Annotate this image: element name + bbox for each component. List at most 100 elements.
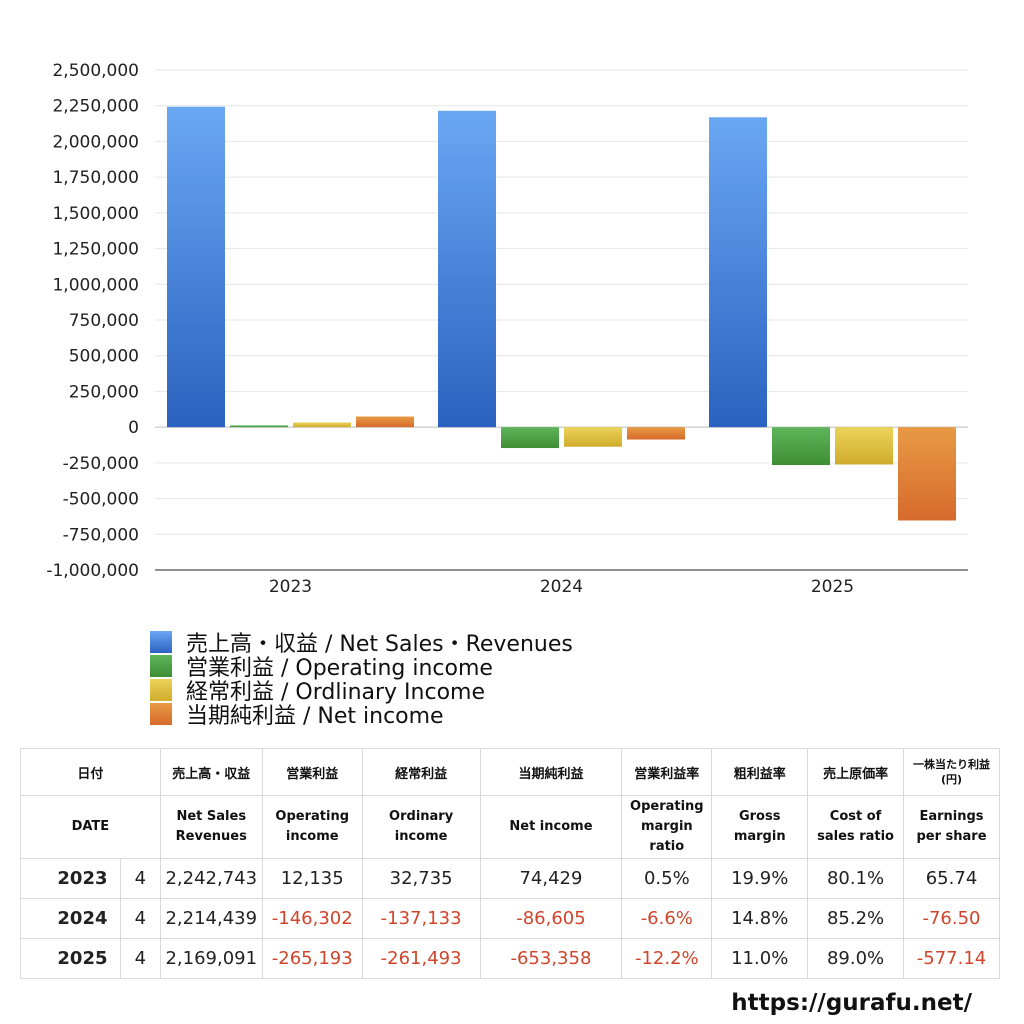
legend-item-ordinary: 経常利益 / Ordlinary Income bbox=[150, 678, 573, 705]
site-url[interactable]: https://gurafu.net/ bbox=[731, 990, 972, 1016]
cell-ord: 32,735 bbox=[361, 858, 481, 899]
header-cost-en-1: Cost of bbox=[829, 809, 882, 824]
legend-item-sales: 売上高・収益 / Net Sales・Revenues bbox=[150, 630, 573, 657]
y-tick-label: -1,000,000 bbox=[46, 561, 139, 581]
header-op-en-1: Operating bbox=[275, 809, 350, 824]
header-opm-en-3: ratio bbox=[649, 839, 685, 854]
y-tick-label: 2,250,000 bbox=[52, 97, 139, 117]
header-cost-en: Cost of sales ratio bbox=[807, 795, 904, 859]
cell-gm: 14.8% bbox=[711, 898, 809, 939]
header-net-en: Net income bbox=[479, 795, 623, 859]
cell-eps: -76.50 bbox=[903, 898, 1000, 939]
header-ord-en: Ordinary income bbox=[361, 795, 481, 859]
header-opm-en: Operating margin ratio bbox=[621, 795, 713, 859]
y-tick-label: 2,500,000 bbox=[52, 61, 139, 81]
x-tick-label: 2023 bbox=[269, 577, 312, 597]
financial-table: 日付 売上高・収益 営業利益 経常利益 当期純利益 営業利益率 粗利益率 売上原… bbox=[20, 748, 1000, 979]
cell-op: 12,135 bbox=[261, 858, 363, 899]
x-tick-label: 2024 bbox=[540, 577, 583, 597]
header-eps-jp-line1: 一株当たり利益 bbox=[913, 758, 990, 771]
legend-item-operating: 営業利益 / Operating income bbox=[150, 654, 573, 681]
header-gm-en-2: margin bbox=[733, 829, 786, 844]
cell-gm: 11.0% bbox=[711, 938, 809, 979]
header-eps-jp: 一株当たり利益 (円) bbox=[903, 748, 1000, 796]
bars bbox=[167, 106, 956, 521]
cell-op: -146,302 bbox=[261, 898, 363, 939]
legend-label: 売上高・収益 / Net Sales・Revenues bbox=[186, 632, 573, 657]
header-op-en: Operating income bbox=[261, 795, 363, 859]
cell-op: -265,193 bbox=[261, 938, 363, 979]
cell-net: -86,605 bbox=[479, 898, 623, 939]
header-gm-jp: 粗利益率 bbox=[711, 748, 809, 796]
header-ord-en-2: income bbox=[394, 829, 448, 844]
y-tick-label: 2,000,000 bbox=[52, 132, 139, 152]
header-opm-jp: 営業利益率 bbox=[621, 748, 713, 796]
cell-year: 2023 bbox=[20, 858, 121, 899]
cell-eps: 65.74 bbox=[903, 858, 1000, 899]
header-sales-en: Net Sales Revenues bbox=[159, 795, 263, 859]
header-eps-jp-line2: (円) bbox=[940, 773, 963, 786]
header-cost-en-2: sales ratio bbox=[817, 829, 894, 844]
y-tick-label: -250,000 bbox=[63, 454, 139, 474]
legend-label: 営業利益 / Operating income bbox=[186, 656, 493, 681]
header-eps-en: Earnings per share bbox=[903, 795, 1000, 859]
x-tick-label: 2025 bbox=[811, 577, 854, 597]
header-op-en-2: income bbox=[285, 829, 339, 844]
cell-ord: -137,133 bbox=[361, 898, 481, 939]
legend-label: 当期純利益 / Net income bbox=[186, 704, 444, 729]
y-tick-label: 250,000 bbox=[69, 382, 139, 402]
header-net-jp: 当期純利益 bbox=[479, 748, 623, 796]
cell-sales: 2,214,439 bbox=[159, 898, 263, 939]
header-gm-en-1: Gross bbox=[738, 809, 781, 824]
cell-net: 74,429 bbox=[479, 858, 623, 899]
y-tick-label: -500,000 bbox=[63, 490, 139, 510]
header-ord-en-1: Ordinary bbox=[389, 809, 454, 824]
bar bbox=[167, 106, 225, 428]
y-tick-label: -750,000 bbox=[63, 525, 139, 545]
cell-ord: -261,493 bbox=[361, 938, 481, 979]
cell-month: 4 bbox=[119, 898, 161, 939]
bar bbox=[772, 427, 830, 466]
bar bbox=[293, 422, 351, 428]
header-sales-en-1: Net Sales bbox=[176, 809, 247, 824]
header-date-jp: 日付 bbox=[20, 748, 161, 796]
legend-swatch-operating bbox=[150, 655, 172, 677]
legend-swatch-net bbox=[150, 703, 172, 725]
legend-label: 経常利益 / Ordlinary Income bbox=[186, 680, 485, 705]
table-header-en: DATE Net Sales Revenues Operating income O… bbox=[20, 795, 1000, 859]
bar bbox=[438, 110, 496, 428]
gridlines bbox=[155, 69, 968, 571]
header-ord-jp: 経常利益 bbox=[361, 748, 481, 796]
bar-chart: 2,500,000 2,250,000 2,000,000 1,750,000 1,50… bbox=[46, 61, 968, 597]
bar bbox=[835, 427, 893, 465]
cell-gm: 19.9% bbox=[711, 858, 809, 899]
cell-eps: -577.14 bbox=[903, 938, 1000, 979]
x-axis: 2023 2024 2025 bbox=[155, 569, 968, 597]
table-row: 2024 4 2,214,439 -146,302 -137,133 -86,6… bbox=[20, 898, 1000, 939]
cell-month: 4 bbox=[119, 938, 161, 979]
bar bbox=[564, 427, 622, 447]
legend: 売上高・収益 / Net Sales・Revenues 営業利益 / Opera… bbox=[150, 630, 573, 729]
y-tick-label: 500,000 bbox=[69, 347, 139, 367]
bar bbox=[501, 427, 559, 449]
cell-year: 2025 bbox=[20, 938, 121, 979]
y-tick-label: 0 bbox=[128, 418, 139, 438]
cell-cost: 85.2% bbox=[807, 898, 904, 939]
y-tick-label: 750,000 bbox=[69, 311, 139, 331]
bar bbox=[230, 425, 288, 428]
header-op-jp: 営業利益 bbox=[261, 748, 363, 796]
legend-swatch-ordinary bbox=[150, 679, 172, 701]
header-cost-jp: 売上原価率 bbox=[807, 748, 904, 796]
bar bbox=[898, 427, 956, 521]
y-tick-label: 1,000,000 bbox=[52, 275, 139, 295]
cell-year: 2024 bbox=[20, 898, 121, 939]
cell-opm: 0.5% bbox=[621, 858, 713, 899]
cell-cost: 80.1% bbox=[807, 858, 904, 899]
bar bbox=[627, 427, 685, 440]
cell-sales: 2,242,743 bbox=[159, 858, 263, 899]
cell-sales: 2,169,091 bbox=[159, 938, 263, 979]
y-tick-label: 1,750,000 bbox=[52, 168, 139, 188]
cell-cost: 89.0% bbox=[807, 938, 904, 979]
cell-opm: -12.2% bbox=[621, 938, 713, 979]
bar bbox=[709, 117, 767, 428]
